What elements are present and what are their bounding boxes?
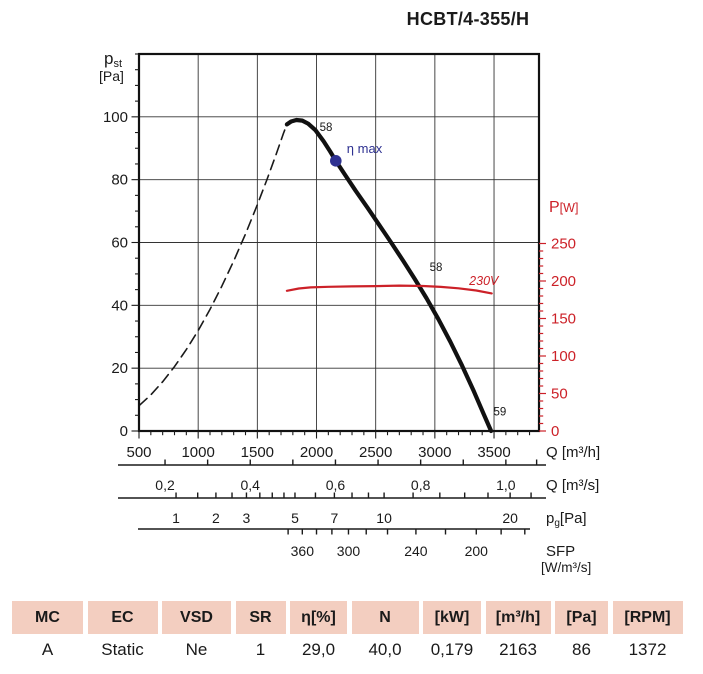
- x-tick-label: 3000: [418, 444, 451, 461]
- x-tick-label: 2000: [300, 444, 333, 461]
- ruler-tick-label: 0,4: [241, 477, 261, 493]
- spec-value-cell: Static: [101, 640, 144, 659]
- y-left-tick-label: 100: [103, 109, 128, 126]
- ruler-tick-label: 200: [465, 543, 489, 559]
- eta-max-label: η max: [347, 141, 383, 156]
- x-tick-label: 500: [126, 444, 151, 461]
- curve-label-58: 58: [430, 262, 443, 274]
- ruler-unit-label: Q [m³/s]: [546, 477, 599, 494]
- spec-column: N 40,0: [351, 601, 419, 665]
- spec-column: η[%] 29,0: [290, 601, 347, 665]
- y-left-axis-unit: [Pa]: [99, 68, 124, 84]
- y-right-ticks: [539, 242, 546, 432]
- y-left-tick-label: 80: [111, 172, 128, 189]
- spec-value-cell: 0,179: [430, 640, 474, 659]
- spec-column: [Pa] 86: [555, 601, 608, 665]
- grid: [139, 54, 539, 431]
- ruler-tick-label: 0,8: [411, 477, 431, 493]
- x-tick-label: 1000: [181, 444, 214, 461]
- spec-header-cell: N: [351, 601, 419, 634]
- ruler-tick-label: 0,2: [155, 477, 175, 493]
- spec-header-cell: MC: [12, 601, 83, 634]
- ruler-tick-label: 20: [502, 510, 518, 526]
- spec-value-cell: 1: [255, 640, 266, 659]
- curve-label-59: 59: [493, 406, 506, 418]
- ruler-tick-label: 0,6: [326, 477, 346, 493]
- y-right-tick-label: 200: [551, 273, 576, 290]
- fan-performance-chart: 500 1000 1500 2000 2500 3000 3500 Q [m³/h]02040…: [99, 49, 600, 575]
- surge-line: [138, 123, 288, 407]
- power-curve-230V: [285, 284, 493, 295]
- spec-header-cell: [m³/h]: [485, 601, 551, 634]
- y-right-tick-label: 50: [551, 386, 568, 403]
- spec-header-cell: [RPM]: [612, 601, 683, 634]
- x-tick-label: 1500: [241, 444, 274, 461]
- y-right-tick-label: 150: [551, 311, 576, 328]
- y-left-tick-label: 0: [120, 423, 128, 440]
- fan-curve: [284, 117, 494, 434]
- spec-column: [kW] 0,179: [423, 601, 481, 665]
- ruler-tick-label: 240: [404, 543, 428, 559]
- ruler-tick-label: 7: [330, 510, 338, 526]
- ruler-tick-label: 300: [337, 543, 361, 559]
- spec-column: SR 1: [235, 601, 286, 665]
- spec-value-cell: A: [41, 640, 54, 659]
- ruler-tick-label: 5: [291, 510, 299, 526]
- y-right-tick-label: 100: [551, 348, 576, 365]
- spec-header-cell: VSD: [162, 601, 231, 634]
- spec-header-cell: [kW]: [423, 601, 481, 634]
- spec-value-cell: 1372: [628, 640, 667, 659]
- eta-max-point: [330, 155, 342, 167]
- spec-table: MC A EC Static VSD Ne SR 1 η[%] 29,0 N 40,0 [kW] 0,17…: [12, 601, 683, 665]
- spec-header-cell: EC: [87, 601, 158, 634]
- spec-column: MC A: [12, 601, 83, 665]
- y-right-tick-label: 250: [551, 236, 576, 253]
- ruler-unit-label-2: [W/m³/s]: [541, 560, 591, 575]
- spec-column: EC Static: [87, 601, 158, 665]
- ruler-flow-m3s: [118, 459, 546, 466]
- ruler-tick-label: 1: [172, 510, 180, 526]
- ruler-tick-label: 10: [376, 510, 392, 526]
- spec-value-cell: 40,0: [368, 640, 402, 659]
- y-right-axis-title: P[W]: [549, 199, 578, 216]
- ruler-dynamic-pressure: [118, 492, 546, 499]
- spec-header-cell: [Pa]: [555, 601, 608, 634]
- page-title: HCBT/4-355/H: [406, 9, 530, 29]
- spec-value-cell: Ne: [185, 640, 208, 659]
- ruler-unit-label: SFP: [546, 543, 575, 560]
- x-tick-label: 2500: [359, 444, 392, 461]
- y-left-tick-label: 40: [111, 297, 128, 314]
- spec-value-cell: 86: [572, 640, 591, 659]
- ruler-tick-label: 2: [212, 510, 220, 526]
- spec-value-cell: 2163: [499, 640, 537, 659]
- y-left-tick-label: 60: [111, 235, 128, 252]
- ruler-tick-label: 1,0: [496, 477, 516, 493]
- ruler-tick-label: 3: [243, 510, 251, 526]
- spec-column: [m³/h] 2163: [485, 601, 551, 665]
- spec-value-cell: 29,0: [301, 640, 336, 659]
- spec-column: VSD Ne: [162, 601, 231, 665]
- y-left-ticks: [131, 53, 139, 432]
- x-axis-unit-label: Q [m³/h]: [546, 444, 600, 461]
- curve-label-230V: 230V: [468, 274, 500, 288]
- ruler-sfp: [138, 528, 530, 535]
- y-left-axis-title: pst: [104, 49, 122, 70]
- ruler-unit-label: pg[Pa]: [546, 510, 587, 529]
- curve-label-58: 58: [320, 122, 333, 134]
- y-left-tick-label: 20: [111, 360, 128, 377]
- spec-header-cell: SR: [235, 601, 286, 634]
- y-right-tick-label: 0: [551, 423, 559, 440]
- ruler-tick-label: 360: [291, 543, 315, 559]
- spec-header-cell: η[%]: [290, 601, 347, 634]
- x-tick-label: 3500: [477, 444, 510, 461]
- spec-column: [RPM] 1372: [612, 601, 683, 665]
- x-axis-ticks: [138, 431, 531, 439]
